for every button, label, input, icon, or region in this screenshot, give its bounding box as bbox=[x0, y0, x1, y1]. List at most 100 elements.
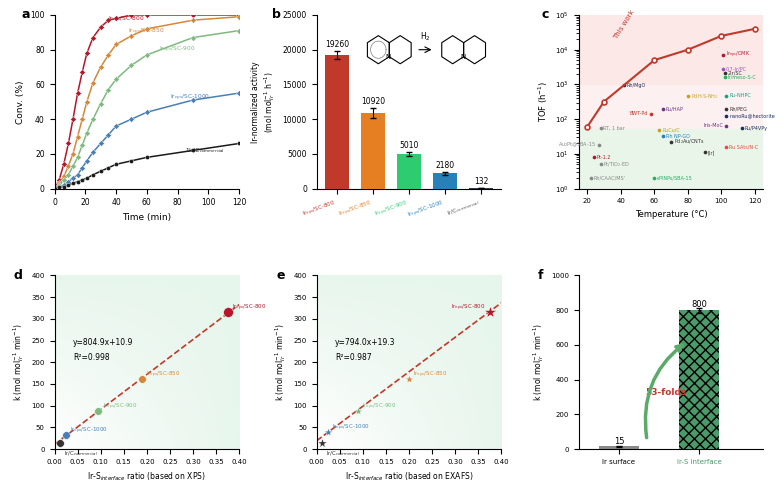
Bar bbox=[470, 188, 493, 189]
Text: ePINPs/SBA-15: ePINPs/SBA-15 bbox=[657, 176, 693, 181]
Bar bbox=[325, 55, 348, 189]
Point bbox=[322, 428, 334, 436]
Point bbox=[682, 92, 694, 100]
Point bbox=[618, 81, 630, 89]
Point bbox=[717, 65, 729, 73]
Text: 53-folds: 53-folds bbox=[645, 388, 686, 397]
Text: Pt-1.2: Pt-1.2 bbox=[597, 155, 611, 160]
Y-axis label: k (mol mol$_{Ir}^{-1}$ min$^{-1}$): k (mol mol$_{Ir}^{-1}$ min$^{-1}$) bbox=[530, 323, 545, 401]
Point bbox=[484, 308, 496, 316]
Text: nanoRu@hectorite: nanoRu@hectorite bbox=[729, 113, 775, 118]
Text: Ru/HAP: Ru/HAP bbox=[665, 106, 683, 111]
Text: Rh/PEG: Rh/PEG bbox=[729, 107, 747, 112]
Text: Ir/C$_{commercial}$: Ir/C$_{commercial}$ bbox=[64, 449, 98, 458]
Point bbox=[665, 138, 678, 146]
Text: Ru SAts/N-C: Ru SAts/N-C bbox=[729, 144, 759, 149]
Text: y=794.0x+19.3: y=794.0x+19.3 bbox=[335, 338, 396, 347]
Text: Ru-NHPC: Ru-NHPC bbox=[729, 93, 751, 98]
Text: c: c bbox=[542, 8, 549, 21]
Text: Rh/CAAC/MS’: Rh/CAAC/MS’ bbox=[594, 176, 626, 181]
Point bbox=[594, 124, 607, 132]
Text: This work: This work bbox=[612, 8, 636, 40]
Text: Ir$_{nps}$/SC-1000: Ir$_{nps}$/SC-1000 bbox=[333, 423, 370, 433]
Point bbox=[403, 375, 415, 383]
Text: Ir$_{nps}$/SC-850: Ir$_{nps}$/SC-850 bbox=[129, 27, 165, 37]
Point bbox=[657, 105, 669, 113]
Point bbox=[587, 153, 600, 161]
X-axis label: Ir-S$_{interface}$ ratio (based on XPS): Ir-S$_{interface}$ ratio (based on XPS) bbox=[87, 471, 206, 483]
Point bbox=[60, 431, 72, 439]
Bar bbox=[433, 174, 456, 189]
Text: RuCu/C: RuCu/C bbox=[662, 127, 680, 132]
Text: 10920: 10920 bbox=[361, 97, 385, 106]
Text: 0.7-Ir/PC: 0.7-Ir/PC bbox=[726, 66, 747, 71]
Point bbox=[721, 91, 733, 99]
Bar bbox=[679, 310, 719, 449]
Text: 800: 800 bbox=[691, 300, 707, 309]
Text: Au$_2$Pt@SBA-15: Au$_2$Pt@SBA-15 bbox=[559, 141, 596, 149]
Text: a: a bbox=[21, 8, 30, 21]
Text: Ir$_{nps}$/SC-1000: Ir$_{nps}$/SC-1000 bbox=[70, 426, 108, 436]
Point bbox=[721, 143, 733, 151]
Text: 15: 15 bbox=[614, 437, 624, 446]
Point bbox=[735, 124, 748, 132]
Text: e: e bbox=[276, 268, 284, 281]
Text: f: f bbox=[538, 268, 544, 281]
Text: 1Ir/C$_{commercial}$: 1Ir/C$_{commercial}$ bbox=[185, 146, 225, 155]
Text: d: d bbox=[14, 268, 23, 281]
Point bbox=[721, 122, 733, 130]
Point bbox=[594, 160, 607, 168]
Point bbox=[717, 51, 729, 59]
Point bbox=[352, 407, 365, 415]
Point bbox=[721, 112, 733, 120]
Bar bbox=[361, 113, 385, 189]
Point bbox=[92, 407, 104, 415]
Text: Rh/MgO: Rh/MgO bbox=[627, 83, 646, 88]
Point bbox=[136, 375, 149, 383]
Y-axis label: Conv. (%): Conv. (%) bbox=[16, 80, 25, 124]
Point bbox=[645, 110, 657, 118]
Text: BWT-Pd: BWT-Pd bbox=[630, 111, 648, 116]
Y-axis label: TOF (h$^{-1}$): TOF (h$^{-1}$) bbox=[536, 81, 550, 122]
Text: b: b bbox=[273, 8, 281, 21]
Point bbox=[593, 141, 605, 149]
Text: Ir$_{nps}$/SC-900: Ir$_{nps}$/SC-900 bbox=[103, 402, 137, 412]
X-axis label: Ir-S$_{interface}$ ratio (based on EXAFS): Ir-S$_{interface}$ ratio (based on EXAFS… bbox=[344, 471, 474, 483]
Text: [Ir]: [Ir] bbox=[707, 150, 715, 155]
Point bbox=[221, 308, 234, 316]
Text: Ru/P4VPy: Ru/P4VPy bbox=[745, 126, 767, 131]
Text: Pt/TiO$_2$-ED: Pt/TiO$_2$-ED bbox=[604, 160, 631, 169]
Text: 2Ir/SC: 2Ir/SC bbox=[728, 70, 742, 75]
Y-axis label: k (mol mol$_{Ir}^{-1}$ min$^{-1}$): k (mol mol$_{Ir}^{-1}$ min$^{-1}$) bbox=[273, 323, 288, 401]
Point bbox=[653, 126, 665, 134]
Text: PdH-S-NH$_2$: PdH-S-NH$_2$ bbox=[691, 92, 718, 101]
Point bbox=[718, 73, 731, 81]
Point bbox=[648, 174, 661, 182]
Bar bbox=[579, 129, 763, 189]
Text: Iris-MoC: Iris-MoC bbox=[704, 123, 724, 128]
Text: Ir$_{nps}$/SC-800: Ir$_{nps}$/SC-800 bbox=[451, 303, 485, 313]
Point bbox=[718, 68, 731, 76]
Point bbox=[699, 149, 711, 157]
Text: Ir/C$_{commercial}$: Ir/C$_{commercial}$ bbox=[326, 449, 361, 458]
Text: Ir$_{nps}$/SC-850: Ir$_{nps}$/SC-850 bbox=[146, 369, 181, 380]
Text: Ir$_{nps}$/SC-850: Ir$_{nps}$/SC-850 bbox=[413, 369, 447, 380]
Text: 2180: 2180 bbox=[435, 162, 455, 171]
Text: Ir$_{nps}$/CMK: Ir$_{nps}$/CMK bbox=[726, 50, 750, 60]
Point bbox=[657, 132, 669, 140]
Text: Ir$_{nps}$/SC-1000: Ir$_{nps}$/SC-1000 bbox=[170, 93, 210, 103]
Text: RT, 1 bar: RT, 1 bar bbox=[604, 126, 626, 131]
Text: R²=0.998: R²=0.998 bbox=[73, 353, 110, 362]
Text: Ir$_{nps}$/SC-900: Ir$_{nps}$/SC-900 bbox=[159, 44, 196, 55]
Text: 19260: 19260 bbox=[325, 40, 349, 49]
X-axis label: Temperature (°C): Temperature (°C) bbox=[635, 210, 707, 219]
Text: Ir/meso-S-C: Ir/meso-S-C bbox=[728, 75, 756, 80]
Text: Pd$_2$Au/CNTs: Pd$_2$Au/CNTs bbox=[674, 138, 705, 146]
Point bbox=[316, 439, 329, 447]
Text: 132: 132 bbox=[474, 177, 488, 186]
Bar bbox=[599, 447, 639, 449]
Text: Ir$_{nps}$/SC-900: Ir$_{nps}$/SC-900 bbox=[362, 402, 397, 412]
Point bbox=[721, 105, 733, 113]
Text: Rh NP-GO: Rh NP-GO bbox=[665, 134, 689, 139]
Point bbox=[584, 174, 597, 182]
